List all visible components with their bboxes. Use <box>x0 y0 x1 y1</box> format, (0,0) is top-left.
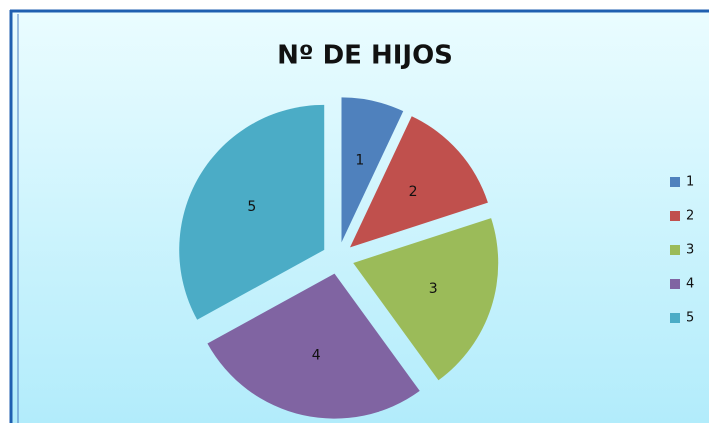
legend-label: 2 <box>686 209 694 224</box>
chart-title: Nº DE HIJOS <box>277 41 453 71</box>
legend-swatch <box>670 313 680 323</box>
legend-swatch <box>670 211 680 221</box>
pie-slice <box>341 97 404 243</box>
legend-label: 4 <box>686 277 694 292</box>
legend-label: 5 <box>686 311 694 326</box>
pie-slice <box>353 218 499 381</box>
legend-label: 1 <box>686 175 694 190</box>
legend-swatch <box>670 245 680 255</box>
slice-label: 5 <box>247 199 256 215</box>
slice-label: 3 <box>429 281 438 297</box>
slice-label: 1 <box>355 152 364 168</box>
legend-label: 3 <box>686 243 694 258</box>
pie-slice <box>207 273 420 419</box>
slice-label: 2 <box>409 184 418 200</box>
pie-slice <box>350 116 488 248</box>
legend-swatch <box>670 279 680 289</box>
slice-label: 4 <box>312 348 321 364</box>
legend-swatch <box>670 177 680 187</box>
pie-slice <box>179 104 325 320</box>
